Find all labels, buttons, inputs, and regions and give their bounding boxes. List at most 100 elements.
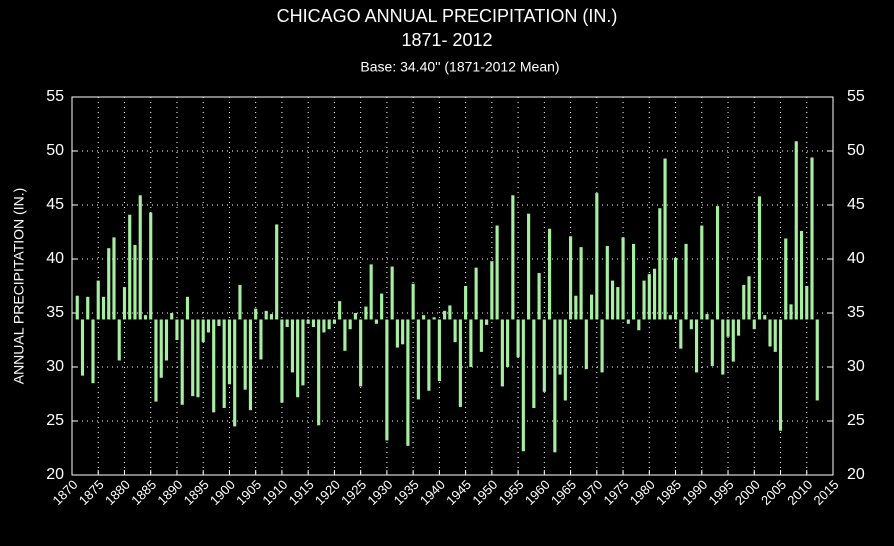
bar [311, 319, 315, 328]
y-tick-label: 45 [46, 196, 64, 213]
bar [595, 193, 599, 320]
bar [322, 319, 326, 333]
bar [448, 305, 452, 320]
bar [143, 315, 148, 320]
y2-tick-label: 45 [847, 196, 865, 213]
bar [742, 284, 746, 320]
bar [689, 319, 693, 330]
bar [652, 268, 657, 320]
bar [464, 286, 468, 320]
x-tick-label: 1900 [207, 477, 238, 508]
bar [259, 319, 263, 360]
bar [180, 319, 184, 405]
bar [390, 266, 394, 320]
x-tick-label: 2015 [810, 477, 841, 508]
bar [343, 319, 347, 351]
bar [191, 319, 195, 397]
bar [548, 228, 552, 320]
bar [789, 304, 793, 320]
x-tick-label: 1890 [154, 477, 185, 508]
x-tick-label: 2000 [732, 477, 763, 508]
chart-title: 1871- 2012 [401, 30, 492, 50]
bar [128, 214, 132, 320]
bar [495, 225, 499, 320]
bar [563, 319, 567, 401]
bar [805, 286, 809, 320]
chart-title: CHICAGO ANNUAL PRECIPITATION (IN.) [277, 6, 618, 26]
bar [631, 243, 636, 320]
bar [185, 296, 190, 320]
bar [327, 319, 331, 330]
bar [569, 236, 573, 320]
bar [658, 208, 662, 320]
bar [453, 319, 457, 343]
bar [212, 319, 216, 413]
bar [233, 319, 237, 427]
bar [747, 276, 751, 320]
bar [516, 319, 520, 358]
y-tick-label: 35 [46, 304, 64, 321]
y-tick-label: 55 [46, 88, 64, 105]
bar [159, 319, 163, 378]
bar [217, 319, 221, 326]
x-tick-label: 1920 [312, 477, 343, 508]
bar [238, 284, 242, 320]
x-tick-label: 1915 [286, 477, 317, 508]
bar [332, 319, 336, 324]
bar [201, 319, 205, 343]
bar [694, 319, 699, 373]
x-tick-label: 1990 [679, 477, 710, 508]
x-tick-label: 2005 [758, 477, 789, 508]
x-tick-label: 1945 [443, 477, 474, 508]
bar [75, 295, 79, 320]
x-tick-label: 1910 [259, 477, 290, 508]
bar [380, 293, 384, 320]
chart-subtitle: Base: 34.40'' (1871-2012 Mean) [360, 59, 559, 75]
y2-tick-label: 40 [847, 250, 865, 267]
bar [668, 315, 672, 320]
bar [296, 319, 300, 398]
y-tick-label: 30 [46, 358, 64, 375]
y-tick-label: 40 [46, 250, 64, 267]
bar [164, 319, 169, 361]
bar [117, 319, 121, 361]
y2-tick-label: 30 [847, 358, 865, 375]
bar [590, 294, 594, 320]
x-tick-label: 1925 [338, 477, 369, 508]
bar [626, 319, 630, 324]
bar [133, 244, 137, 320]
bar [679, 319, 683, 349]
bar [705, 314, 709, 320]
bar [616, 287, 620, 320]
bar [778, 319, 783, 431]
bar [401, 319, 405, 345]
bar [537, 273, 541, 320]
bar [317, 319, 321, 426]
bar [285, 319, 289, 328]
bar [637, 319, 641, 331]
x-tick-label: 2010 [784, 477, 815, 508]
bar [458, 319, 462, 407]
bar [763, 315, 767, 320]
bar [369, 264, 373, 320]
bar [527, 213, 531, 320]
bar [474, 267, 478, 320]
bar [80, 319, 85, 376]
bar [138, 195, 142, 320]
bar [248, 319, 253, 411]
bar [532, 319, 536, 409]
bar [506, 319, 510, 367]
bar [437, 319, 441, 382]
x-tick-label: 1880 [102, 477, 133, 508]
bar [553, 319, 557, 453]
bar [416, 319, 420, 400]
bar [96, 280, 100, 320]
bar [511, 195, 515, 320]
bar [752, 319, 756, 330]
bar [427, 319, 431, 391]
bar [359, 319, 363, 387]
bar [275, 224, 279, 320]
bar [784, 238, 788, 320]
